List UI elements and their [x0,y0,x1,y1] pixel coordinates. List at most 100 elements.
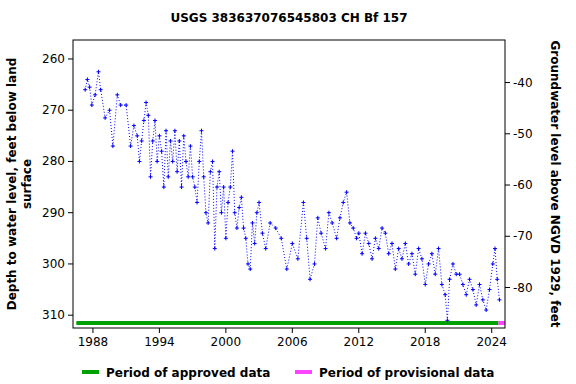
data-point [88,85,92,89]
data-point [237,206,241,210]
data-point [162,185,166,189]
y2-tick [505,287,510,288]
data-point [443,293,447,297]
plot-frame [73,40,505,328]
data-point [160,149,164,153]
data-point [355,236,359,240]
x-tick [92,328,93,333]
data-point [115,93,119,97]
y2-tick-label: -80 [513,281,533,295]
data-point [380,226,384,230]
data-point [186,175,190,179]
x-tick-label: 2006 [277,335,308,349]
data-point [257,200,261,204]
data-point [471,288,475,292]
data-point [177,139,181,143]
data-point [495,277,499,281]
y-tick-label: 260 [42,52,65,66]
period-bar [76,321,498,325]
data-point [235,226,239,230]
data-point [111,144,115,148]
data-point [367,241,371,245]
legend-swatch [295,370,312,374]
data-point [491,262,495,266]
data-point [135,134,139,138]
data-point [363,231,367,235]
data-point [400,257,404,261]
plot-area [76,70,505,323]
data-point [420,257,424,261]
data-point [208,170,212,174]
x-tick [159,328,160,333]
data-point [215,185,219,189]
data-point [224,236,228,240]
data-point [206,221,210,225]
data-point [175,170,179,174]
data-point [312,262,316,266]
x-tick-label: 2012 [344,335,375,349]
data-point [184,159,188,163]
data-point [119,103,123,107]
y-tick [68,315,73,316]
data-point [335,236,339,240]
data-point [383,231,387,235]
data-point [129,144,133,148]
x-tick [358,328,359,333]
data-point [246,262,250,266]
data-point [324,247,328,251]
data-point [319,231,323,235]
y-tick [68,161,73,162]
data-point [157,134,161,138]
data-point [493,247,497,251]
data-point [308,277,312,281]
data-point [197,159,201,163]
y-tick-label: 290 [42,206,65,220]
data-point [264,247,268,251]
data-point [413,272,417,276]
y-tick [68,58,73,59]
chart: USGS 383637076545803 CH Bf 157 Depth to w… [0,0,576,384]
y2-tick-label: -70 [513,229,533,243]
data-point [137,159,141,163]
data-point [233,211,237,215]
data-point [173,129,177,133]
data-point [90,103,94,107]
data-point [437,247,441,251]
data-point [403,241,407,245]
y2-tick [505,185,510,186]
data-point [132,124,136,128]
data-point [99,88,103,92]
data-point [330,221,334,225]
data-point [124,103,128,107]
data-point [191,175,195,179]
data-point [204,211,208,215]
data-point [168,139,172,143]
data-point [222,185,226,189]
data-point [217,170,221,174]
title: USGS 383637076545803 CH Bf 157 [170,11,407,25]
data-point [357,231,361,235]
data-point [433,272,437,276]
y-tick [68,263,73,264]
y2-tick [505,133,510,134]
data-point [93,93,97,97]
data-point [146,113,150,117]
y-axis-label: Depth to water level, feet below landsur… [5,58,34,311]
data-line [85,72,499,321]
data-point [239,195,243,199]
x-tick-label: 2024 [476,335,507,349]
data-point [188,144,192,148]
data-point [250,221,254,225]
y2-tick [505,236,510,237]
data-point [448,277,452,281]
data-point [103,116,107,120]
data-point [155,159,159,163]
data-point [451,262,455,266]
data-point [213,247,217,251]
y-tick-label: 280 [42,154,65,168]
data-point [316,216,320,220]
y2-tick-label: -50 [513,127,533,141]
y-tick [68,110,73,111]
data-point [202,175,206,179]
data-point [397,247,401,251]
